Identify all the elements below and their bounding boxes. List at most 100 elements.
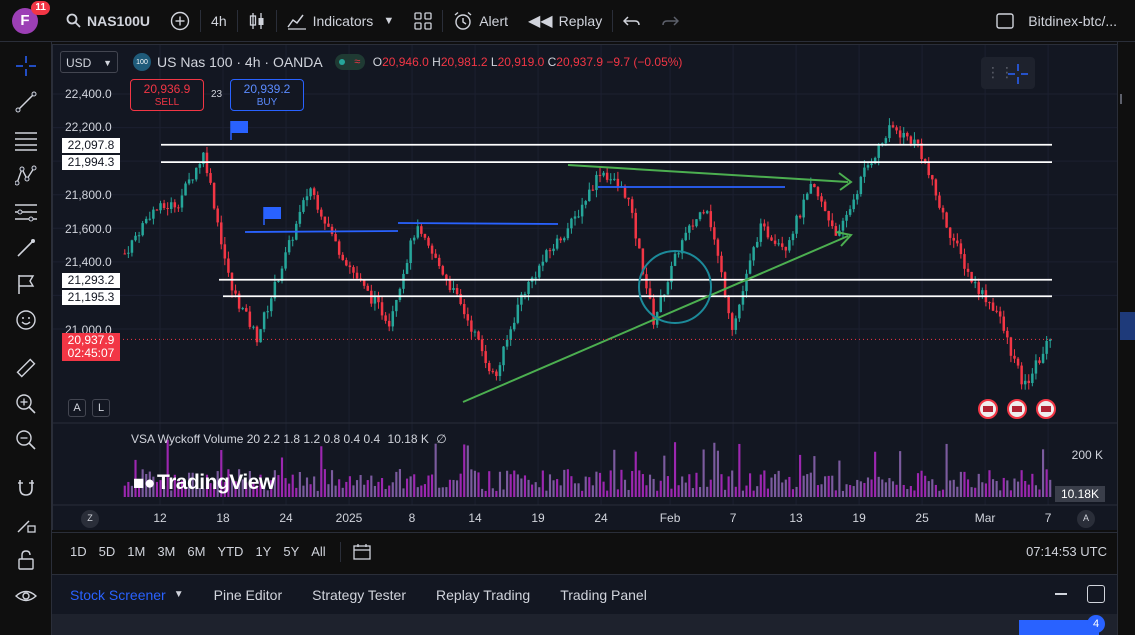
user-avatar[interactable]: F 11	[12, 0, 50, 34]
fib-tool[interactable]	[12, 126, 40, 154]
log-scale-button[interactable]: L	[92, 399, 110, 417]
zoom-out-tool[interactable]	[12, 426, 40, 454]
volume-bar	[459, 473, 462, 497]
range-1m[interactable]: 1M	[127, 544, 146, 559]
candle-body	[387, 320, 391, 327]
crosshair-tool[interactable]	[12, 52, 40, 80]
forecast-tool[interactable]	[12, 198, 40, 226]
range-all[interactable]: All	[311, 544, 326, 559]
magnet-tool[interactable]	[12, 474, 40, 502]
range-5d[interactable]: 5D	[98, 544, 116, 559]
range-5y[interactable]: 5Y	[283, 544, 300, 559]
tab-replay-trading[interactable]: Replay Trading	[436, 586, 531, 603]
candle-body	[713, 227, 716, 240]
candle-body	[455, 288, 459, 295]
candle-body	[623, 186, 627, 198]
calendar-range-icon[interactable]	[353, 543, 373, 561]
symbol-search[interactable]: NAS100U	[56, 0, 160, 42]
price-chart[interactable]	[53, 45, 1118, 531]
volume-bar	[709, 479, 712, 497]
volume-scale-tick: 200 K	[1071, 448, 1103, 462]
auto-scale-button[interactable]: A	[68, 399, 86, 417]
candle-body	[1041, 353, 1045, 363]
emoji-tool[interactable]	[12, 306, 40, 334]
candle-body	[127, 252, 130, 254]
volume-bar	[220, 450, 223, 497]
volume-bar	[195, 480, 198, 497]
volume-bar	[966, 479, 970, 497]
sidebar-toggle-icon[interactable]	[1120, 94, 1132, 104]
chevron-down-icon[interactable]: ▼	[173, 589, 184, 600]
candle-body	[752, 247, 755, 261]
level-label[interactable]: 22,097.8	[62, 138, 120, 153]
candle-body	[577, 216, 580, 218]
volume-bar	[363, 484, 366, 497]
layout-select[interactable]: Bitdinex-btc/...	[986, 0, 1127, 42]
chart-pane[interactable]: USD ▼ 100 US Nas 100 · 4h · OANDA ≈ O20,…	[52, 44, 1118, 531]
candle-body	[352, 267, 355, 273]
volume-bar	[716, 450, 719, 497]
volume-bar	[620, 469, 623, 497]
pattern-tool[interactable]	[12, 162, 40, 190]
buy-button[interactable]: 20,939.2 BUY	[230, 79, 304, 111]
range-6m[interactable]: 6M	[187, 544, 206, 559]
candle-body	[216, 208, 219, 223]
undo-button[interactable]	[613, 0, 651, 42]
candle-body	[180, 195, 184, 208]
sidebar-active-item[interactable]	[1120, 312, 1135, 340]
currency-select[interactable]: USD ▼	[60, 51, 118, 73]
lock-edit-tool[interactable]	[12, 510, 40, 538]
replay-button[interactable]: ◀◀ Replay	[528, 12, 603, 30]
tab-trading-panel[interactable]: Trading Panel	[560, 586, 647, 603]
volume-bar	[891, 481, 895, 497]
candle-body	[859, 176, 863, 195]
zoom-out-icon	[16, 430, 36, 450]
drag-handle-icon: ⋮⋮	[986, 64, 1014, 80]
minimize-icon[interactable]	[1055, 593, 1067, 595]
chart-type-button[interactable]	[238, 0, 276, 42]
candle-body	[177, 207, 180, 209]
candle-body	[788, 240, 791, 251]
utc-clock[interactable]: 07:14:53 UTC	[1026, 544, 1107, 559]
range-ytd[interactable]: YTD	[217, 544, 244, 559]
candle-body	[863, 167, 866, 177]
drawing-controls[interactable]: ⋮⋮	[981, 57, 1035, 89]
zoom-reset-button[interactable]: Z	[81, 510, 99, 528]
brush-tool[interactable]	[12, 234, 40, 262]
indicator-legend[interactable]: VSA Wyckoff Volume 20 2.2 1.8 1.2 0.8 0.…	[131, 432, 447, 446]
candle-body	[441, 266, 445, 275]
auto-fit-button[interactable]: A	[1077, 510, 1095, 528]
tab-pine-editor[interactable]: Pine Editor	[213, 586, 283, 603]
trend-line-tool[interactable]	[12, 88, 40, 116]
level-label[interactable]: 21,293.2	[62, 273, 120, 288]
interval-button[interactable]: 4h	[211, 12, 227, 29]
measure-tool[interactable]	[12, 354, 40, 382]
hide-drawings-tool[interactable]	[12, 582, 40, 610]
time-tick: 12	[153, 511, 167, 525]
zoom-in-tool[interactable]	[12, 390, 40, 418]
range-1d[interactable]: 1D	[70, 544, 87, 559]
range-1y[interactable]: 1Y	[255, 544, 272, 559]
sell-button[interactable]: 20,936.9 SELL	[130, 79, 204, 111]
candle-body	[773, 240, 777, 244]
maximize-icon[interactable]	[1087, 585, 1105, 603]
screener-action[interactable]	[1019, 620, 1099, 635]
redo-icon	[662, 15, 680, 26]
annotation-tool[interactable]	[12, 270, 40, 298]
status-dot-icon	[339, 59, 346, 65]
lock-drawings-tool[interactable]	[12, 546, 40, 574]
level-label[interactable]: 21,195.3	[62, 290, 120, 305]
level-label[interactable]: 21,994.3	[62, 155, 120, 170]
templates-button[interactable]	[404, 0, 442, 42]
symbol-legend[interactable]: 100 US Nas 100 · 4h · OANDA ≈ O20,946.0 …	[133, 53, 682, 71]
alert-button[interactable]: Alert	[443, 0, 518, 42]
range-3m[interactable]: 3M	[157, 544, 176, 559]
redo-button[interactable]	[651, 0, 689, 42]
tab-strategy-tester[interactable]: Strategy Tester	[312, 586, 407, 603]
compare-symbol-button[interactable]	[160, 0, 200, 42]
volume-bar	[552, 480, 555, 497]
indicators-button[interactable]: Indicators ▼	[277, 0, 405, 42]
candle-body	[691, 225, 695, 227]
tab-stock-screener[interactable]: Stock Screener	[70, 586, 166, 603]
candle-body	[934, 179, 938, 196]
